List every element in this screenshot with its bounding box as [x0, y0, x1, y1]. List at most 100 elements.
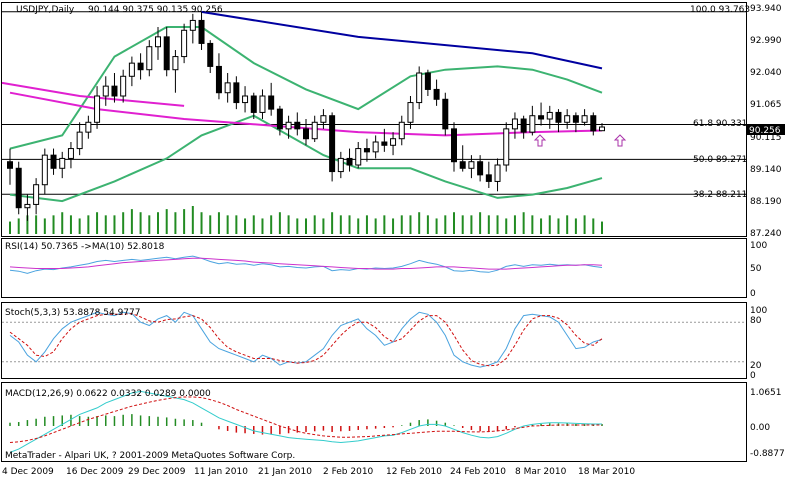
ohlc-label: 90.144 90.375 90.135 90.256 [88, 5, 223, 15]
current-price-box [747, 124, 785, 135]
candle-bull [337, 157, 344, 173]
candle-bull [355, 148, 362, 166]
y-tick-90115: 90.115 [750, 133, 782, 143]
candle-bear [111, 85, 118, 97]
candle-bear [424, 72, 431, 90]
candle-bull [85, 121, 92, 133]
candle-bull [398, 121, 405, 140]
y-tick-93940: 93.940 [750, 4, 782, 14]
candle-bear [50, 154, 57, 169]
candle-bear [442, 98, 449, 130]
candle-bear [268, 95, 275, 110]
copyright-text: MetaTrader - Alpari UK, ? 2001-2009 Meta… [5, 451, 295, 461]
candle-bull [67, 148, 74, 159]
x-axis: 4 Dec 2009 16 Dec 2009 29 Dec 2009 11 Ja… [2, 467, 635, 477]
rsi-label: RSI(14) 50.7365 ->MA(10) 52.8018 [5, 242, 165, 252]
rsi-line [9, 255, 603, 274]
stoch-main-line [9, 311, 603, 368]
macd-label: MACD(12,26,9) 0.0622 0.0332 0.0289 0.000… [5, 389, 211, 399]
current-price-label: 90.256 [749, 126, 781, 136]
candle-bear [451, 128, 457, 163]
candle-bear [572, 115, 579, 123]
candle-bear [198, 19, 205, 44]
y-tick-92990: 92.990 [750, 36, 782, 46]
fib-label-100: 100.0 93.763 [690, 5, 750, 15]
x-label-8mar: 8 Mar 2010 [515, 467, 567, 477]
candle-bull [128, 62, 135, 77]
candle-bull [599, 126, 605, 132]
candle-bear [555, 111, 562, 123]
candle-bear [15, 167, 22, 209]
candle-bull [242, 95, 249, 104]
y-tick-88190: 88.190 [750, 197, 782, 207]
candle-bull [564, 115, 571, 123]
candle-bull [503, 128, 510, 166]
candle-bull [529, 115, 536, 133]
candle-bull [416, 72, 423, 104]
candle-bull [181, 29, 188, 58]
candle-bull [172, 56, 179, 71]
candle-bull [224, 82, 231, 94]
candle-bull [24, 203, 31, 209]
stoch-tick-100: 100 [750, 306, 767, 316]
stoch-tick-20: 20 [750, 361, 762, 371]
macd-tick-zero: 0.00 [750, 423, 770, 433]
candle-bear [250, 95, 257, 113]
fib-label-618: 61.8 90.331 [693, 119, 747, 129]
candle-bear [346, 157, 353, 166]
y-tick-91065: 91.065 [750, 100, 782, 110]
candle-bear [276, 108, 283, 130]
candle-bull [311, 121, 318, 140]
candle-bear [163, 36, 170, 71]
candle-bull [59, 157, 66, 169]
rsi-tick-0: 0 [750, 289, 756, 299]
macd-tick-top: 1.0651 [750, 388, 782, 398]
rsi-ma-line [9, 257, 603, 270]
candle-bear [477, 161, 484, 176]
main-panel-frame [1, 2, 747, 237]
bollinger-lower-line [9, 114, 603, 203]
stochastic-panel [2, 311, 746, 368]
x-label-24feb: 24 Feb 2010 [450, 467, 506, 477]
fib-label-382: 38.2 88.211 [693, 190, 747, 200]
candle-bull [102, 85, 109, 97]
x-label-29dec: 29 Dec 2009 [128, 467, 186, 477]
macd-tick-bottom: -0.8877 [750, 449, 785, 459]
candle-bull [494, 164, 501, 182]
stoch-panel-frame [1, 302, 747, 379]
y-tick-87240: 87.240 [750, 229, 782, 239]
candle-bear [485, 174, 492, 182]
candle-bull [76, 131, 83, 150]
candle-bull [41, 154, 48, 186]
macd-panel [9, 390, 603, 453]
candle-bear [459, 161, 466, 169]
candle-bull [33, 184, 40, 205]
rsi-tick-50: 50 [750, 264, 762, 274]
x-label-18mar: 18 Mar 2010 [578, 467, 635, 477]
ma-long-line [201, 10, 603, 70]
rsi-tick-100: 100 [750, 241, 767, 251]
candle-bull [581, 115, 588, 123]
candle-bear [207, 42, 214, 67]
candle-bull [259, 95, 266, 113]
candle-bear [381, 141, 388, 146]
rsi-panel [9, 255, 603, 274]
symbol-label: USDJPY,Daily [16, 5, 75, 15]
candle-bear [303, 128, 309, 140]
candle-bear [433, 88, 440, 100]
fib-label-50: 50.0 89.271 [693, 155, 747, 165]
candle-bull [372, 141, 379, 153]
main-price-panel [1, 10, 746, 234]
bollinger-upper-line [9, 26, 603, 150]
candle-bear [590, 115, 597, 132]
candle-bear [520, 118, 527, 133]
signal-arrow-icon [613, 134, 627, 147]
stoch-tick-80: 80 [750, 316, 762, 326]
signal-arrow-icon [533, 134, 547, 147]
candle-bear [215, 65, 222, 94]
candle-bull [94, 95, 101, 123]
candle-bull [155, 36, 161, 48]
candle-bull [390, 138, 397, 146]
candle-bear [7, 161, 13, 169]
